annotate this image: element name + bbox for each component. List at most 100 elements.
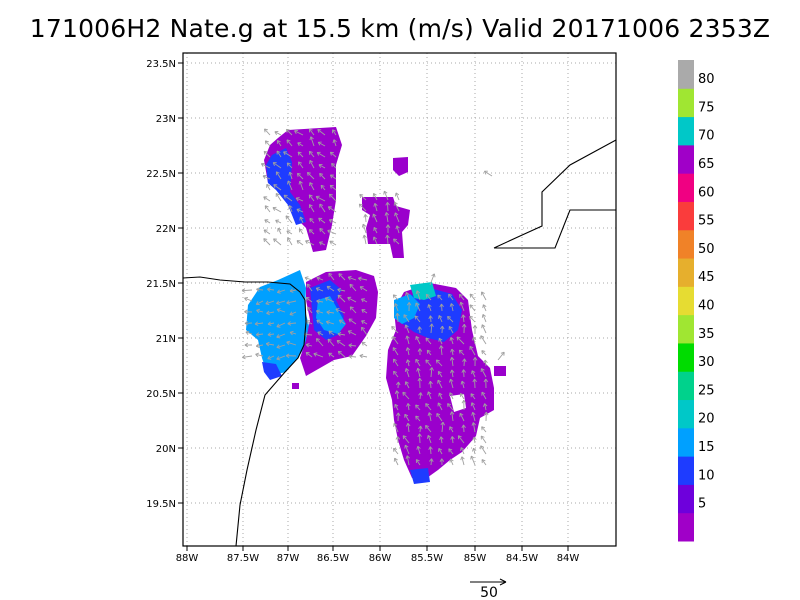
color-bar-segment	[678, 144, 694, 174]
lat-tick-label: 20.5N	[146, 389, 176, 400]
wind-vector	[426, 435, 432, 444]
wind-vector	[320, 184, 326, 191]
wind-vector	[276, 300, 286, 305]
wind-vector	[327, 229, 337, 235]
wind-vector	[405, 422, 411, 433]
wind-vector	[469, 345, 476, 356]
wind-vector	[391, 325, 399, 334]
color-bar-segment	[678, 88, 694, 118]
wind-vector	[405, 291, 410, 301]
wind-vector	[497, 351, 505, 361]
wind-region-east-dot	[494, 366, 506, 376]
wind-vector	[276, 344, 286, 349]
wind-vector	[449, 426, 454, 433]
wind-vector	[308, 229, 315, 235]
wind-vector	[263, 229, 271, 235]
wind-vector	[448, 448, 454, 455]
wind-vectors	[241, 128, 505, 466]
wind-vector	[469, 293, 476, 301]
lon-tick-label: 84W	[557, 553, 580, 564]
wind-vector	[276, 140, 282, 147]
wind-vector	[325, 320, 335, 325]
lat-tick-label: 21.5N	[146, 279, 176, 290]
wind-vector	[480, 335, 487, 345]
wind-vector	[437, 294, 443, 301]
wind-region-west-blue	[262, 362, 282, 380]
wind-vector	[415, 404, 421, 411]
wind-vector	[383, 190, 389, 201]
wind-vector	[450, 348, 455, 356]
wind-vector	[458, 293, 465, 301]
wind-vector	[402, 391, 410, 400]
wind-vector	[304, 276, 313, 281]
wind-vector	[288, 205, 293, 213]
wind-vector	[315, 338, 324, 347]
wind-vector	[263, 196, 271, 202]
wind-vector	[316, 319, 324, 325]
wind-vector	[393, 358, 399, 367]
wind-vector	[273, 184, 282, 191]
wind-vector	[317, 141, 326, 147]
wind-vector	[449, 303, 455, 312]
wind-vector	[319, 203, 326, 213]
lon-tick-label: 86W	[369, 553, 392, 564]
wind-vector	[393, 201, 400, 212]
wind-vector	[394, 192, 400, 201]
wind-vector	[470, 402, 476, 411]
wind-vector	[385, 202, 390, 212]
wind-vector	[449, 337, 454, 345]
wind-vector	[458, 349, 465, 356]
color-bar	[678, 60, 694, 542]
wind-vector	[439, 303, 444, 312]
wind-vector	[373, 202, 378, 212]
wind-vector	[286, 340, 297, 346]
wind-vector	[396, 381, 401, 389]
wind-vector	[385, 234, 390, 245]
wind-vector	[337, 294, 346, 303]
wind-vector	[338, 273, 346, 281]
color-bar-segment	[678, 371, 694, 401]
wind-vector	[262, 174, 271, 180]
wind-vector	[359, 194, 367, 201]
wind-vector	[449, 392, 454, 400]
wind-vector	[425, 424, 432, 433]
wind-vector	[285, 128, 293, 136]
wind-vector	[317, 331, 324, 336]
wind-vector	[272, 162, 282, 169]
color-bar-label: 55	[698, 214, 715, 229]
lat-tick-label: 22N	[156, 224, 176, 235]
wind-vector	[395, 412, 401, 422]
wind-vector	[393, 457, 399, 466]
wind-vector	[337, 350, 346, 358]
wind-vector	[459, 412, 465, 422]
wind-vector	[471, 411, 476, 422]
wind-vector	[266, 183, 271, 191]
wind-vector	[438, 392, 443, 400]
wind-vector	[267, 287, 275, 292]
wind-vector	[449, 378, 454, 389]
wind-vector	[348, 343, 357, 348]
wind-vector	[461, 399, 467, 411]
wind-vector	[480, 445, 487, 455]
wind-vector	[439, 325, 445, 334]
wind-vector	[482, 304, 487, 312]
wind-vector	[361, 326, 368, 336]
wind-vector	[298, 180, 304, 191]
wind-vector	[328, 218, 337, 224]
wind-vector	[450, 369, 455, 378]
wind-vector	[332, 129, 337, 136]
lat-tick-label: 22.5N	[146, 169, 176, 180]
wind-vector	[285, 353, 297, 358]
wind-vector	[326, 310, 335, 315]
wind-vector	[318, 163, 326, 169]
wind-vector	[481, 350, 487, 356]
wind-vector	[384, 212, 390, 223]
lat-tick-label: 19.5N	[146, 499, 176, 510]
wind-vector	[406, 302, 412, 312]
wind-vector	[319, 241, 326, 246]
wind-vector	[414, 315, 421, 323]
wind-vector	[471, 422, 476, 433]
wind-vector	[309, 217, 315, 224]
wind-vector	[241, 288, 253, 293]
wind-vector	[276, 322, 286, 328]
